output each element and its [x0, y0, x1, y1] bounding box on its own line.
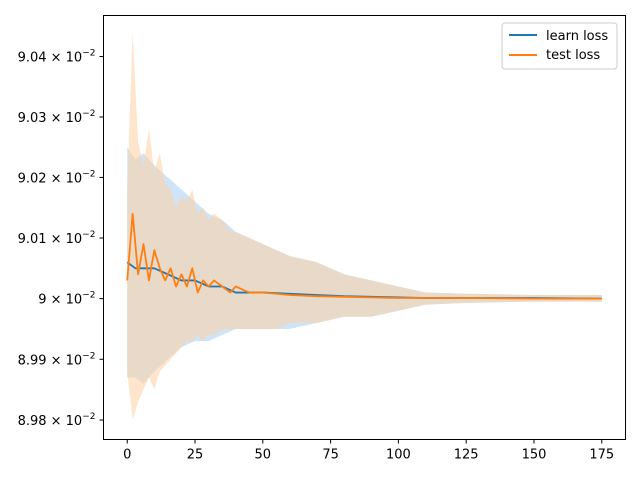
x-tick-label: 50	[255, 448, 272, 463]
confidence-bands	[127, 32, 602, 421]
x-tick-label: 100	[386, 448, 411, 463]
band-test-loss	[127, 32, 602, 421]
legend-label-test-loss: test loss	[546, 48, 600, 63]
y-tick-label: 9.02 × 10−2	[18, 169, 96, 186]
legend-label-learn-loss: learn loss	[546, 29, 608, 44]
x-tick-label: 150	[522, 448, 547, 463]
y-tick-label: 8.99 × 10−2	[18, 351, 96, 368]
y-tick-label: 9 × 10−2	[38, 291, 95, 308]
x-tick-label: 175	[589, 448, 614, 463]
y-axis-ticks: 8.98 × 10−2 8.99 × 10−2 9 × 10−2 9.01 × 10−…	[18, 49, 104, 429]
legend: learn loss test loss	[501, 22, 618, 70]
x-tick-label: 125	[454, 448, 479, 463]
x-tick-label: 0	[123, 448, 131, 463]
x-tick-label: 75	[322, 448, 339, 463]
series-lines	[126, 212, 602, 300]
y-tick-label: 9.01 × 10−2	[18, 230, 96, 247]
x-axis-ticks: 0 25 50 75 100 125 150 175	[123, 439, 614, 463]
plot-area-frame	[103, 15, 626, 440]
x-tick-label: 25	[187, 448, 204, 463]
series-line-test-loss	[126, 212, 602, 300]
y-tick-label: 8.98 × 10−2	[18, 412, 96, 429]
y-tick-label: 9.04 × 10−2	[18, 49, 96, 66]
y-tick-label: 9.03 × 10−2	[18, 109, 96, 126]
